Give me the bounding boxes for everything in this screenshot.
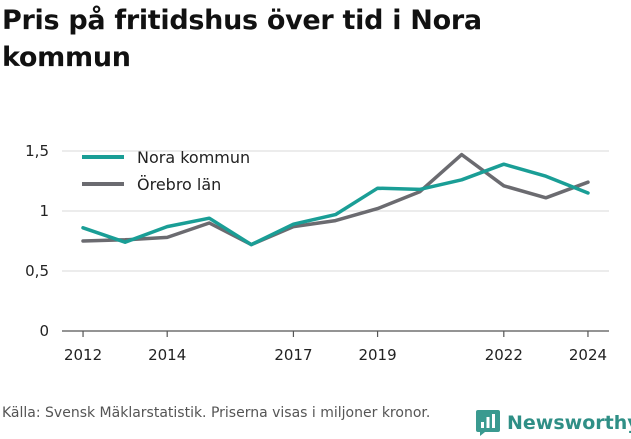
y-axis-tick-labels: 0 0,5 1 1,5 [25, 142, 49, 340]
legend: Nora kommun Örebro län [82, 148, 250, 194]
line-chart: 2012 2014 2017 2019 2022 2024 0 0,5 1 1,5 Nora k… [25, 142, 609, 364]
legend-label: Nora kommun [137, 148, 250, 167]
series-lines [81, 152, 590, 247]
x-tick-label: 2012 [64, 346, 102, 364]
source-note: Källa: Svensk Mäklarstatistik. Priserna … [2, 405, 431, 421]
brand-name: Newsworthy [507, 412, 631, 434]
chart-title: Pris på fritidshus över tid i Nora kommu… [2, 5, 482, 73]
brand-logo[interactable]: Newsworthy [475, 408, 631, 438]
x-tick-label: 2022 [485, 346, 523, 364]
x-tick-label: 2019 [358, 346, 396, 364]
series-line-nora-kommun [81, 162, 590, 247]
y-tick-label: 0 [39, 322, 49, 340]
gridlines [62, 150, 609, 332]
y-tick-label: 1 [39, 202, 49, 220]
y-tick-label: 1,5 [25, 142, 49, 160]
x-tick-label: 2024 [569, 346, 607, 364]
bar-chart-speech-bubble-icon [476, 410, 500, 436]
legend-label: Örebro län [137, 175, 221, 194]
series-line--rebro-l-n [81, 152, 590, 247]
x-axis: 2012 2014 2017 2019 2022 2024 [64, 331, 607, 364]
x-tick-label: 2017 [274, 346, 312, 364]
x-tick-label: 2014 [148, 346, 186, 364]
y-tick-label: 0,5 [25, 262, 49, 280]
